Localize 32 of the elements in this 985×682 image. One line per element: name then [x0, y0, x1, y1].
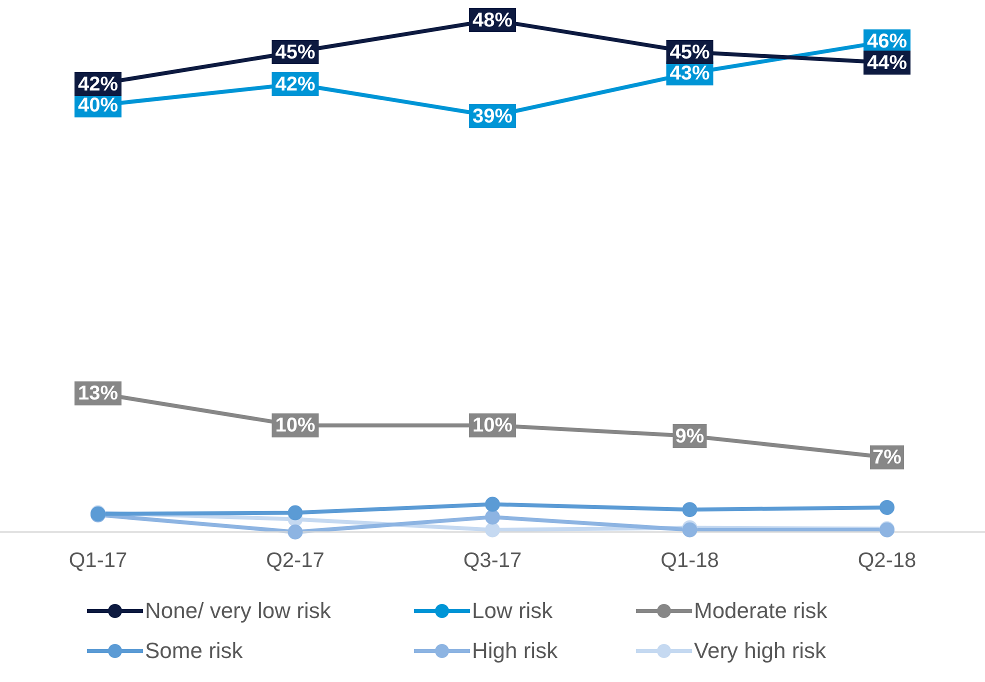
- data-label: 10%: [472, 414, 513, 437]
- x-tick-label: Q1-18: [660, 548, 719, 572]
- x-tick-label: Q2-17: [266, 548, 324, 572]
- data-label: 48%: [472, 9, 513, 32]
- data-label: 45%: [670, 41, 710, 64]
- legend-label: High risk: [472, 638, 558, 664]
- data-label: 46%: [866, 30, 908, 53]
- point: [288, 505, 303, 520]
- point: [485, 496, 500, 512]
- data-label: 40%: [78, 94, 118, 117]
- legend-label: Very high risk: [694, 638, 826, 664]
- data-label: 10%: [275, 414, 316, 437]
- data-label: 42%: [275, 73, 316, 96]
- data-label: 7%: [872, 446, 902, 469]
- legend-label: Low risk: [472, 598, 553, 624]
- data-label: 43%: [670, 62, 710, 85]
- point: [485, 522, 500, 538]
- x-tick-label: Q1-17: [68, 548, 128, 572]
- data-label: 39%: [472, 105, 513, 128]
- point: [485, 510, 500, 525]
- legend-label: Some risk: [145, 638, 243, 664]
- legend-label: None/ very low risk: [145, 598, 331, 624]
- point: [682, 502, 698, 518]
- point: [288, 524, 303, 540]
- data-label: 42%: [78, 73, 118, 96]
- legend-label: Moderate risk: [694, 598, 828, 624]
- point: [880, 500, 894, 515]
- x-tick-label: Q3-17: [463, 548, 522, 572]
- data-label: 13%: [78, 382, 118, 405]
- data-label: 45%: [275, 41, 316, 64]
- x-tick-label: Q2-18: [858, 548, 916, 572]
- data-label: 44%: [866, 52, 908, 74]
